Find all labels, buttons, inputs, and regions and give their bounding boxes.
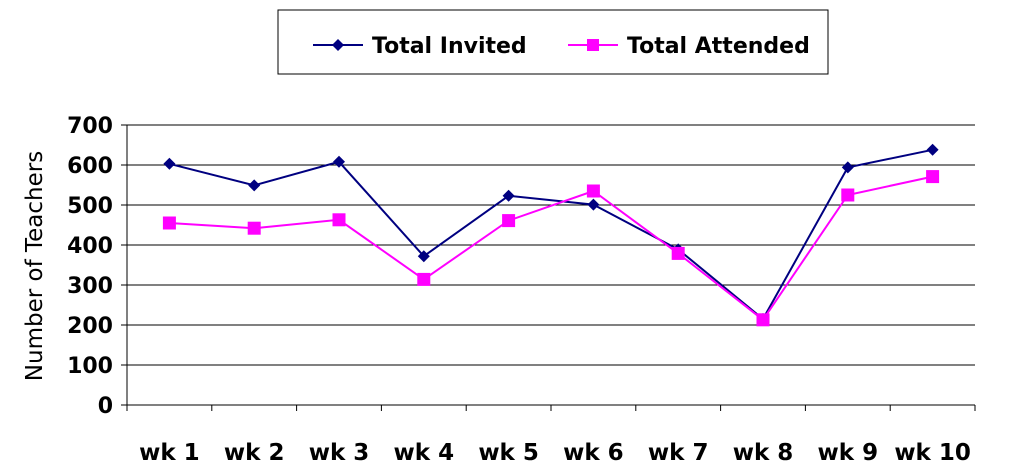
y-tick-label-500: 500 xyxy=(67,194,113,219)
x-tick-label-4: wk 4 xyxy=(394,440,455,466)
x-tick-label-10: wk 10 xyxy=(894,440,971,466)
point-total-attended-wk3 xyxy=(332,213,346,227)
x-tick-label-8: wk 8 xyxy=(733,440,794,466)
y-tick-label-0: 0 xyxy=(98,394,113,419)
y-tick-label-300: 300 xyxy=(67,274,113,299)
y-tick-label-700: 700 xyxy=(67,114,113,139)
point-total-invited-wk4 xyxy=(417,250,430,263)
point-total-attended-wk6 xyxy=(586,184,600,198)
y-tick-label-100: 100 xyxy=(67,354,113,379)
point-total-invited-wk10 xyxy=(926,143,939,156)
x-tick-labels: wk 1 wk 2 wk 3 wk 4 wk 5 wk 6 wk 7 wk 8 wk 9 wk 1… xyxy=(139,440,971,466)
point-total-invited-wk1 xyxy=(163,157,176,170)
series-line-total-invited xyxy=(169,148,933,321)
x-tick-label-3: wk 3 xyxy=(309,440,370,466)
point-total-attended-wk10 xyxy=(926,170,940,184)
legend-item-total-invited: Total Invited xyxy=(313,34,527,59)
legend-marker-total-attended xyxy=(587,39,599,51)
x-tick-label-2: wk 2 xyxy=(224,440,285,466)
x-tick-label-7: wk 7 xyxy=(648,440,709,466)
point-total-invited-wk6 xyxy=(587,198,600,211)
point-total-attended-wk2 xyxy=(247,221,261,235)
y-tick-label-600: 600 xyxy=(67,154,113,179)
legend-label-total-attended: Total Attended xyxy=(627,34,810,59)
y-tick-label-200: 200 xyxy=(67,314,113,339)
point-total-attended-wk7 xyxy=(671,246,685,260)
axes xyxy=(121,124,976,411)
point-total-invited-wk3 xyxy=(333,155,345,168)
gridlines xyxy=(127,124,975,366)
point-total-invited-wk2 xyxy=(248,179,261,192)
legend-label-total-invited: Total Invited xyxy=(372,34,527,59)
legend-marker-total-invited xyxy=(332,39,344,51)
point-total-attended-wk4 xyxy=(417,272,431,286)
y-axis-label: Number of Teachers xyxy=(22,151,48,381)
x-tick-label-9: wk 9 xyxy=(818,440,879,466)
x-tick-label-6: wk 6 xyxy=(563,440,624,466)
point-total-attended-wk5 xyxy=(502,214,516,228)
y-tick-labels: 0 100 200 300 400 500 600 700 xyxy=(67,114,113,419)
y-tick-label-400: 400 xyxy=(67,234,113,259)
series-line-total-attended xyxy=(169,175,933,322)
chart-legend: Total Invited Total Attended xyxy=(277,9,829,75)
point-total-attended-wk1 xyxy=(162,216,176,230)
point-total-attended-wk9 xyxy=(841,188,855,202)
point-total-invited-wk9 xyxy=(841,161,854,174)
point-total-invited-wk5 xyxy=(502,189,515,202)
x-tick-label-5: wk 5 xyxy=(478,440,539,466)
point-total-attended-wk8 xyxy=(756,313,770,327)
legend-item-total-attended: Total Attended xyxy=(568,34,810,59)
legend-box xyxy=(277,9,829,75)
data-series xyxy=(162,143,940,327)
x-tick-label-1: wk 1 xyxy=(139,440,200,466)
